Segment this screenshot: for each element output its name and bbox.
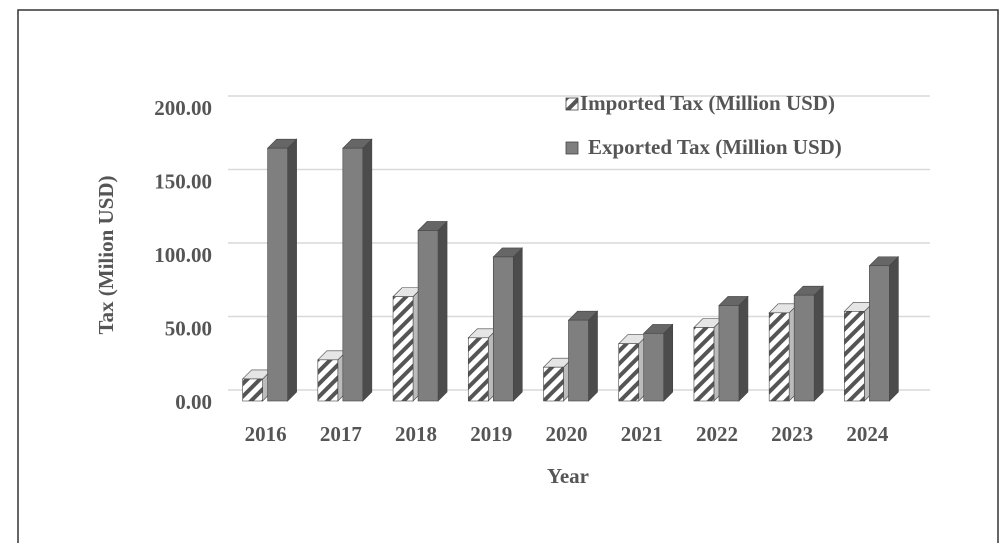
bar [568,319,589,402]
bar-side [588,310,598,402]
x-tick-label: 2020 [546,422,588,446]
bar [392,296,414,402]
bar [342,147,364,402]
bar-side [889,256,899,402]
x-tick-label: 2022 [696,422,738,446]
bar [543,366,564,402]
x-tick-label: 2023 [771,422,813,446]
x-tick-label: 2016 [245,422,287,446]
y-tick-label: 200.00 [154,96,212,120]
y-tick-label: 150.00 [154,169,212,193]
bar [718,305,740,402]
bar [869,265,890,402]
x-tick-label: 2019 [470,422,512,446]
legend-swatch [565,97,579,111]
x-tick-label: 2017 [320,422,362,446]
x-tick-label: 2018 [395,422,437,446]
x-tick-label: 2021 [621,422,663,446]
bar [693,327,715,402]
bar [417,230,439,402]
y-tick-label: 0.00 [175,390,212,414]
legend-label: Exported Tax (Million USD) [588,135,842,159]
bar [242,378,263,402]
bar-side [512,247,523,402]
bar [467,337,489,402]
bar-side [437,220,448,402]
bar-side [663,323,674,402]
bar-side [738,295,749,402]
y-axis-label: Tax (Milion USD) [94,175,118,334]
y-tick-label: 100.00 [154,243,212,267]
bar [618,343,640,402]
bar [793,294,815,402]
legend-swatch [565,141,579,155]
bar [492,256,514,402]
frame [17,9,999,543]
bar [317,359,339,402]
bar [267,147,288,402]
bar-side [813,285,824,402]
bar-side [362,138,373,402]
bar [768,312,790,402]
bar [844,311,865,402]
bar-side [287,138,297,402]
y-tick-label: 50.00 [165,316,212,340]
legend-label: Imported Tax (Million USD) [580,91,835,115]
x-tick-label: 2024 [846,422,889,446]
bar [643,333,665,402]
x-axis-label: Year [547,464,589,488]
